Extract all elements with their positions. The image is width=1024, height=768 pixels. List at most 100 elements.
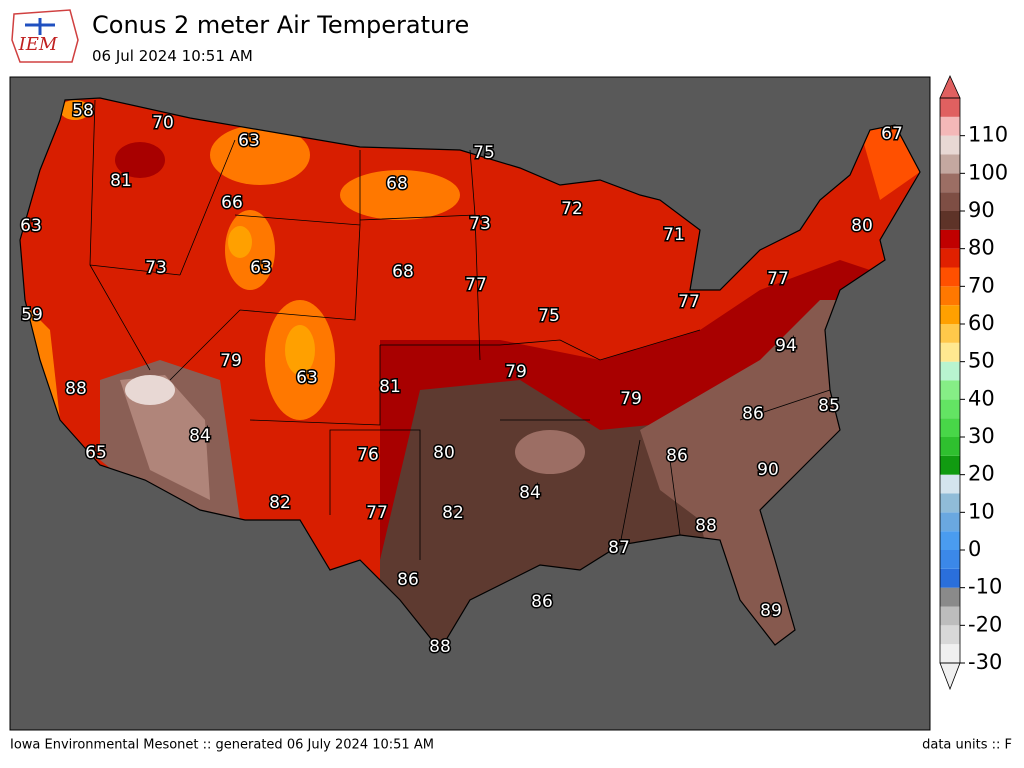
station-temp: 77 [465, 275, 487, 295]
station-temp: 67 [881, 124, 903, 144]
station-temp: 73 [469, 214, 491, 234]
colorbar-bin [940, 324, 960, 343]
station-temp: 77 [366, 503, 388, 523]
station-temp: 84 [519, 483, 541, 503]
colorbar-bin [940, 455, 960, 475]
station-temp: 87 [608, 538, 630, 558]
station-temp: 88 [429, 637, 451, 657]
colorbar-tick-label: 30 [968, 424, 995, 448]
station-temp: 90 [757, 460, 779, 480]
station-temp: 86 [742, 404, 764, 424]
station-temp: 68 [392, 262, 414, 282]
colorbar-frame [939, 97, 961, 664]
colorbar-bin [940, 606, 960, 626]
station-temp: 75 [538, 306, 560, 326]
subtitle: 06 Jul 2024 10:51 AM [92, 47, 253, 65]
title: Conus 2 meter Air Temperature [92, 11, 469, 39]
station-temp: 86 [397, 570, 419, 590]
colorbar-bin [940, 380, 960, 400]
colorbar-tick-label: 40 [968, 386, 995, 410]
station-temp: 79 [220, 351, 242, 371]
station-temp: 71 [663, 225, 685, 245]
station-temp: 63 [296, 368, 318, 388]
station-temp: 88 [695, 516, 717, 536]
station-temp: 77 [767, 269, 789, 289]
colorbar-tick-label: 20 [968, 462, 995, 486]
colorbar-bin [940, 229, 960, 249]
colorbar-bin [940, 98, 960, 117]
colorbar-bin [940, 587, 960, 607]
colorbar-bin [940, 418, 960, 437]
station-temp: 63 [250, 258, 272, 278]
colorbar-bin [940, 248, 960, 268]
station-temp: 80 [433, 443, 455, 463]
colorbar-tick-label: 80 [968, 236, 995, 260]
station-temp: 76 [357, 445, 379, 465]
colorbar-tick-label: 50 [968, 349, 995, 373]
colorbar-tick-label: 70 [968, 273, 995, 297]
station-temp: 59 [21, 305, 43, 325]
colorbar-bin [940, 154, 960, 174]
station-temp: 81 [110, 171, 132, 191]
colorbar-bin [940, 437, 960, 456]
station-temp: 82 [442, 503, 464, 523]
colorbar-extend-top [939, 75, 961, 99]
colorbar-bin [940, 135, 960, 155]
colorbar-tick-label: -10 [968, 575, 1002, 599]
colorbar-bin [940, 644, 960, 663]
colorbar-bin [940, 211, 960, 230]
station-temp: 58 [72, 101, 94, 121]
colorbar-tick-label: 60 [968, 311, 995, 335]
station-temp: 86 [531, 592, 553, 612]
station-temp: 63 [20, 216, 42, 236]
colorbar-bin [940, 550, 960, 569]
station-temp: 86 [666, 446, 688, 466]
station-temp: 66 [221, 193, 243, 213]
colorbar-bin [940, 342, 960, 362]
colorbar-bin [940, 474, 960, 494]
state-lines [89, 99, 831, 560]
colorbar-tick-label: 10 [968, 499, 995, 523]
colorbar-bin [940, 305, 960, 324]
logo: IEM [11, 9, 79, 63]
station-temp: 80 [851, 216, 873, 236]
colorbar-bin [940, 361, 960, 381]
station-temp: 85 [818, 396, 840, 416]
colorbar-bin [940, 531, 960, 550]
colorbar-bin [940, 192, 960, 211]
colorbar-tick-label: -20 [968, 612, 1002, 636]
station-temp: 70 [152, 113, 174, 133]
colorbar-bin [940, 399, 960, 419]
station-temp: 63 [238, 131, 260, 151]
colorbar-bin [940, 286, 960, 306]
colorbar-tick-label: 100 [968, 160, 1008, 184]
station-temp: 94 [775, 336, 797, 356]
station-temp: 81 [379, 377, 401, 397]
colorbar-bin [940, 173, 960, 193]
station-temp: 79 [505, 362, 527, 382]
station-temp: 82 [269, 493, 291, 513]
footer-right: data units :: F [922, 738, 1012, 753]
station-temp: 75 [473, 143, 495, 163]
colorbar-tick-label: 90 [968, 198, 995, 222]
colorbar-bin [940, 116, 960, 136]
station-temp: 79 [620, 389, 642, 409]
colorbar-tick-label: -30 [968, 650, 1002, 674]
footer-left: Iowa Environmental Mesonet :: generated … [10, 738, 434, 753]
station-temp: 84 [189, 426, 211, 446]
colorbar-tick-label: 0 [968, 537, 981, 561]
colorbar-bin [940, 568, 960, 588]
colorbar-tick-label: 110 [968, 123, 1008, 147]
country-outline [19, 97, 921, 652]
colorbar-extend-bottom [939, 662, 961, 691]
station-temp: 68 [386, 174, 408, 194]
station-temp: 77 [678, 292, 700, 312]
station-temp: 65 [85, 443, 107, 463]
colorbar-bin [940, 625, 960, 645]
station-temp: 89 [760, 601, 782, 621]
colorbar-bin [940, 512, 960, 532]
station-temp: 88 [65, 379, 87, 399]
logo-text: IEM [18, 34, 58, 55]
station-temp: 72 [561, 199, 583, 219]
